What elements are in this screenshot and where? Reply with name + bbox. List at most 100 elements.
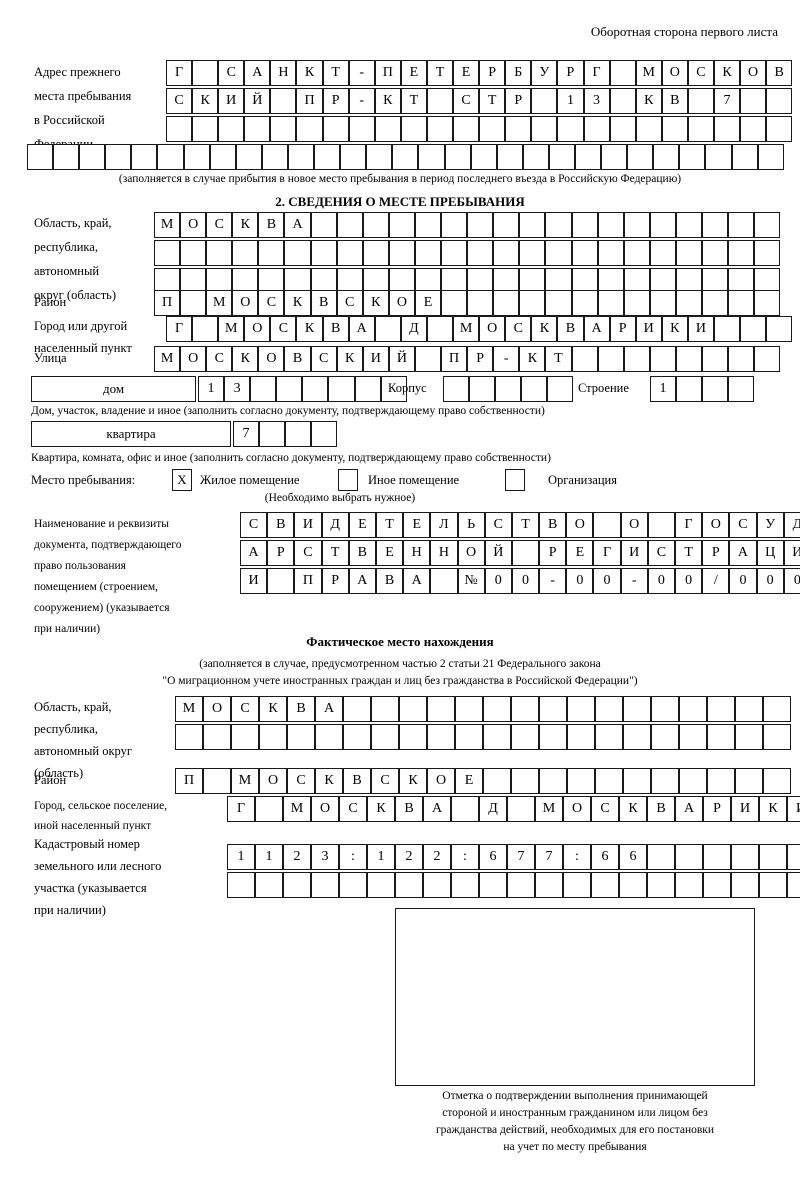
grid-cell[interactable]: О xyxy=(232,290,259,316)
grid-cell[interactable] xyxy=(595,724,623,750)
grid-cell[interactable] xyxy=(493,268,520,294)
grid-cell[interactable] xyxy=(470,144,497,170)
grid-cell[interactable]: - xyxy=(348,88,375,114)
grid-cell[interactable] xyxy=(571,240,598,266)
grid-cell[interactable] xyxy=(426,316,454,342)
grid-cell[interactable] xyxy=(336,268,363,294)
grid-cell[interactable] xyxy=(649,290,676,316)
korpus-row[interactable] xyxy=(443,376,574,402)
grid-cell[interactable]: Т xyxy=(675,540,703,566)
grid-cell[interactable] xyxy=(740,88,767,114)
grid-cell[interactable] xyxy=(574,144,602,170)
grid-cell[interactable]: А xyxy=(348,316,375,342)
grid-cell[interactable] xyxy=(740,116,767,142)
grid-cell[interactable]: 6 xyxy=(591,844,619,870)
grid-cell[interactable] xyxy=(787,844,800,870)
grid-cell[interactable]: 0 xyxy=(484,568,512,594)
grid-cell[interactable]: Л xyxy=(430,512,458,538)
grid-cell[interactable] xyxy=(388,212,415,238)
grid-cell[interactable] xyxy=(311,872,339,898)
grid-cell[interactable] xyxy=(314,144,341,170)
grid-cell[interactable] xyxy=(728,346,755,372)
grid-cell[interactable]: О xyxy=(457,540,485,566)
grid-cell[interactable] xyxy=(285,421,312,447)
grid-cell[interactable]: Д xyxy=(400,316,427,342)
grid-cell[interactable] xyxy=(703,844,731,870)
grid-cell[interactable] xyxy=(623,212,650,238)
grid-cell[interactable]: М xyxy=(453,316,480,342)
grid-cell[interactable] xyxy=(371,724,399,750)
grid-cell[interactable] xyxy=(443,376,470,402)
grid-cell[interactable]: А xyxy=(583,316,610,342)
grid-cell[interactable]: А xyxy=(423,796,451,822)
grid-cell[interactable]: О xyxy=(620,512,648,538)
grid-cell[interactable]: 1 xyxy=(557,88,584,114)
grid-cell[interactable] xyxy=(388,240,415,266)
grid-cell[interactable]: 3 xyxy=(583,88,610,114)
grid-cell[interactable] xyxy=(175,724,203,750)
grid-cell[interactable]: М xyxy=(218,316,245,342)
grid-cell[interactable] xyxy=(203,724,231,750)
grid-cell[interactable]: С xyxy=(647,540,675,566)
grid-cell[interactable] xyxy=(571,268,598,294)
grid-cell[interactable] xyxy=(623,346,650,372)
grid-cell[interactable] xyxy=(511,724,539,750)
grid-cell[interactable]: Е xyxy=(453,60,480,86)
grid-cell[interactable]: Г xyxy=(166,60,193,86)
grid-cell[interactable] xyxy=(571,346,598,372)
grid-cell[interactable] xyxy=(192,116,219,142)
grid-cell[interactable] xyxy=(206,268,233,294)
grid-cell[interactable] xyxy=(259,421,286,447)
grid-cell[interactable]: М xyxy=(231,768,259,794)
grid-cell[interactable]: С xyxy=(336,290,363,316)
grid-cell[interactable] xyxy=(522,144,549,170)
grid-cell[interactable]: В xyxy=(557,316,584,342)
grid-cell[interactable] xyxy=(623,724,651,750)
grid-cell[interactable] xyxy=(371,696,399,722)
grid-cell[interactable] xyxy=(597,212,624,238)
grid-cell[interactable]: П xyxy=(441,346,468,372)
grid-cell[interactable] xyxy=(183,144,210,170)
grid-cell[interactable]: А xyxy=(348,568,376,594)
grid-cell[interactable]: В xyxy=(395,796,423,822)
grid-cell[interactable]: М xyxy=(535,796,563,822)
grid-cell[interactable]: Н xyxy=(403,540,431,566)
grid-cell[interactable] xyxy=(483,696,511,722)
grid-cell[interactable] xyxy=(267,568,295,594)
grid-cell[interactable] xyxy=(593,512,621,538)
grid-cell[interactable] xyxy=(675,872,703,898)
grid-cell[interactable]: П xyxy=(294,568,322,594)
grid-cell[interactable] xyxy=(296,116,323,142)
grid-cell[interactable]: 6 xyxy=(619,844,647,870)
grid-cell[interactable] xyxy=(192,60,219,86)
grid-cell[interactable] xyxy=(595,696,623,722)
grid-cell[interactable] xyxy=(444,144,471,170)
stroenie-row[interactable]: 1 xyxy=(650,376,755,402)
grid-cell[interactable]: У xyxy=(531,60,558,86)
grid-cell[interactable]: О xyxy=(479,316,506,342)
grid-cell[interactable]: В xyxy=(766,60,793,86)
grid-cell[interactable]: М xyxy=(206,290,233,316)
grid-cell[interactable]: Р xyxy=(479,60,506,86)
grid-cell[interactable]: П xyxy=(154,290,181,316)
grid-cell[interactable] xyxy=(451,872,479,898)
grid-cell[interactable]: Д xyxy=(783,512,800,538)
grid-cell[interactable]: 0 xyxy=(729,568,757,594)
grid-cell[interactable]: А xyxy=(403,568,431,594)
grid-cell[interactable] xyxy=(595,768,623,794)
grid-cell[interactable] xyxy=(427,724,455,750)
grid-cell[interactable] xyxy=(441,290,468,316)
grid-cell[interactable] xyxy=(675,240,702,266)
grid-cell[interactable] xyxy=(731,872,759,898)
grid-cell[interactable] xyxy=(339,872,367,898)
grid-cell[interactable] xyxy=(270,88,297,114)
grid-cell[interactable]: 7 xyxy=(233,421,260,447)
grid-cell[interactable] xyxy=(380,376,407,402)
grid-cell[interactable]: 3 xyxy=(311,844,339,870)
grid-cell[interactable] xyxy=(728,240,755,266)
grid-cell[interactable] xyxy=(545,212,572,238)
grid-cell[interactable] xyxy=(493,212,520,238)
